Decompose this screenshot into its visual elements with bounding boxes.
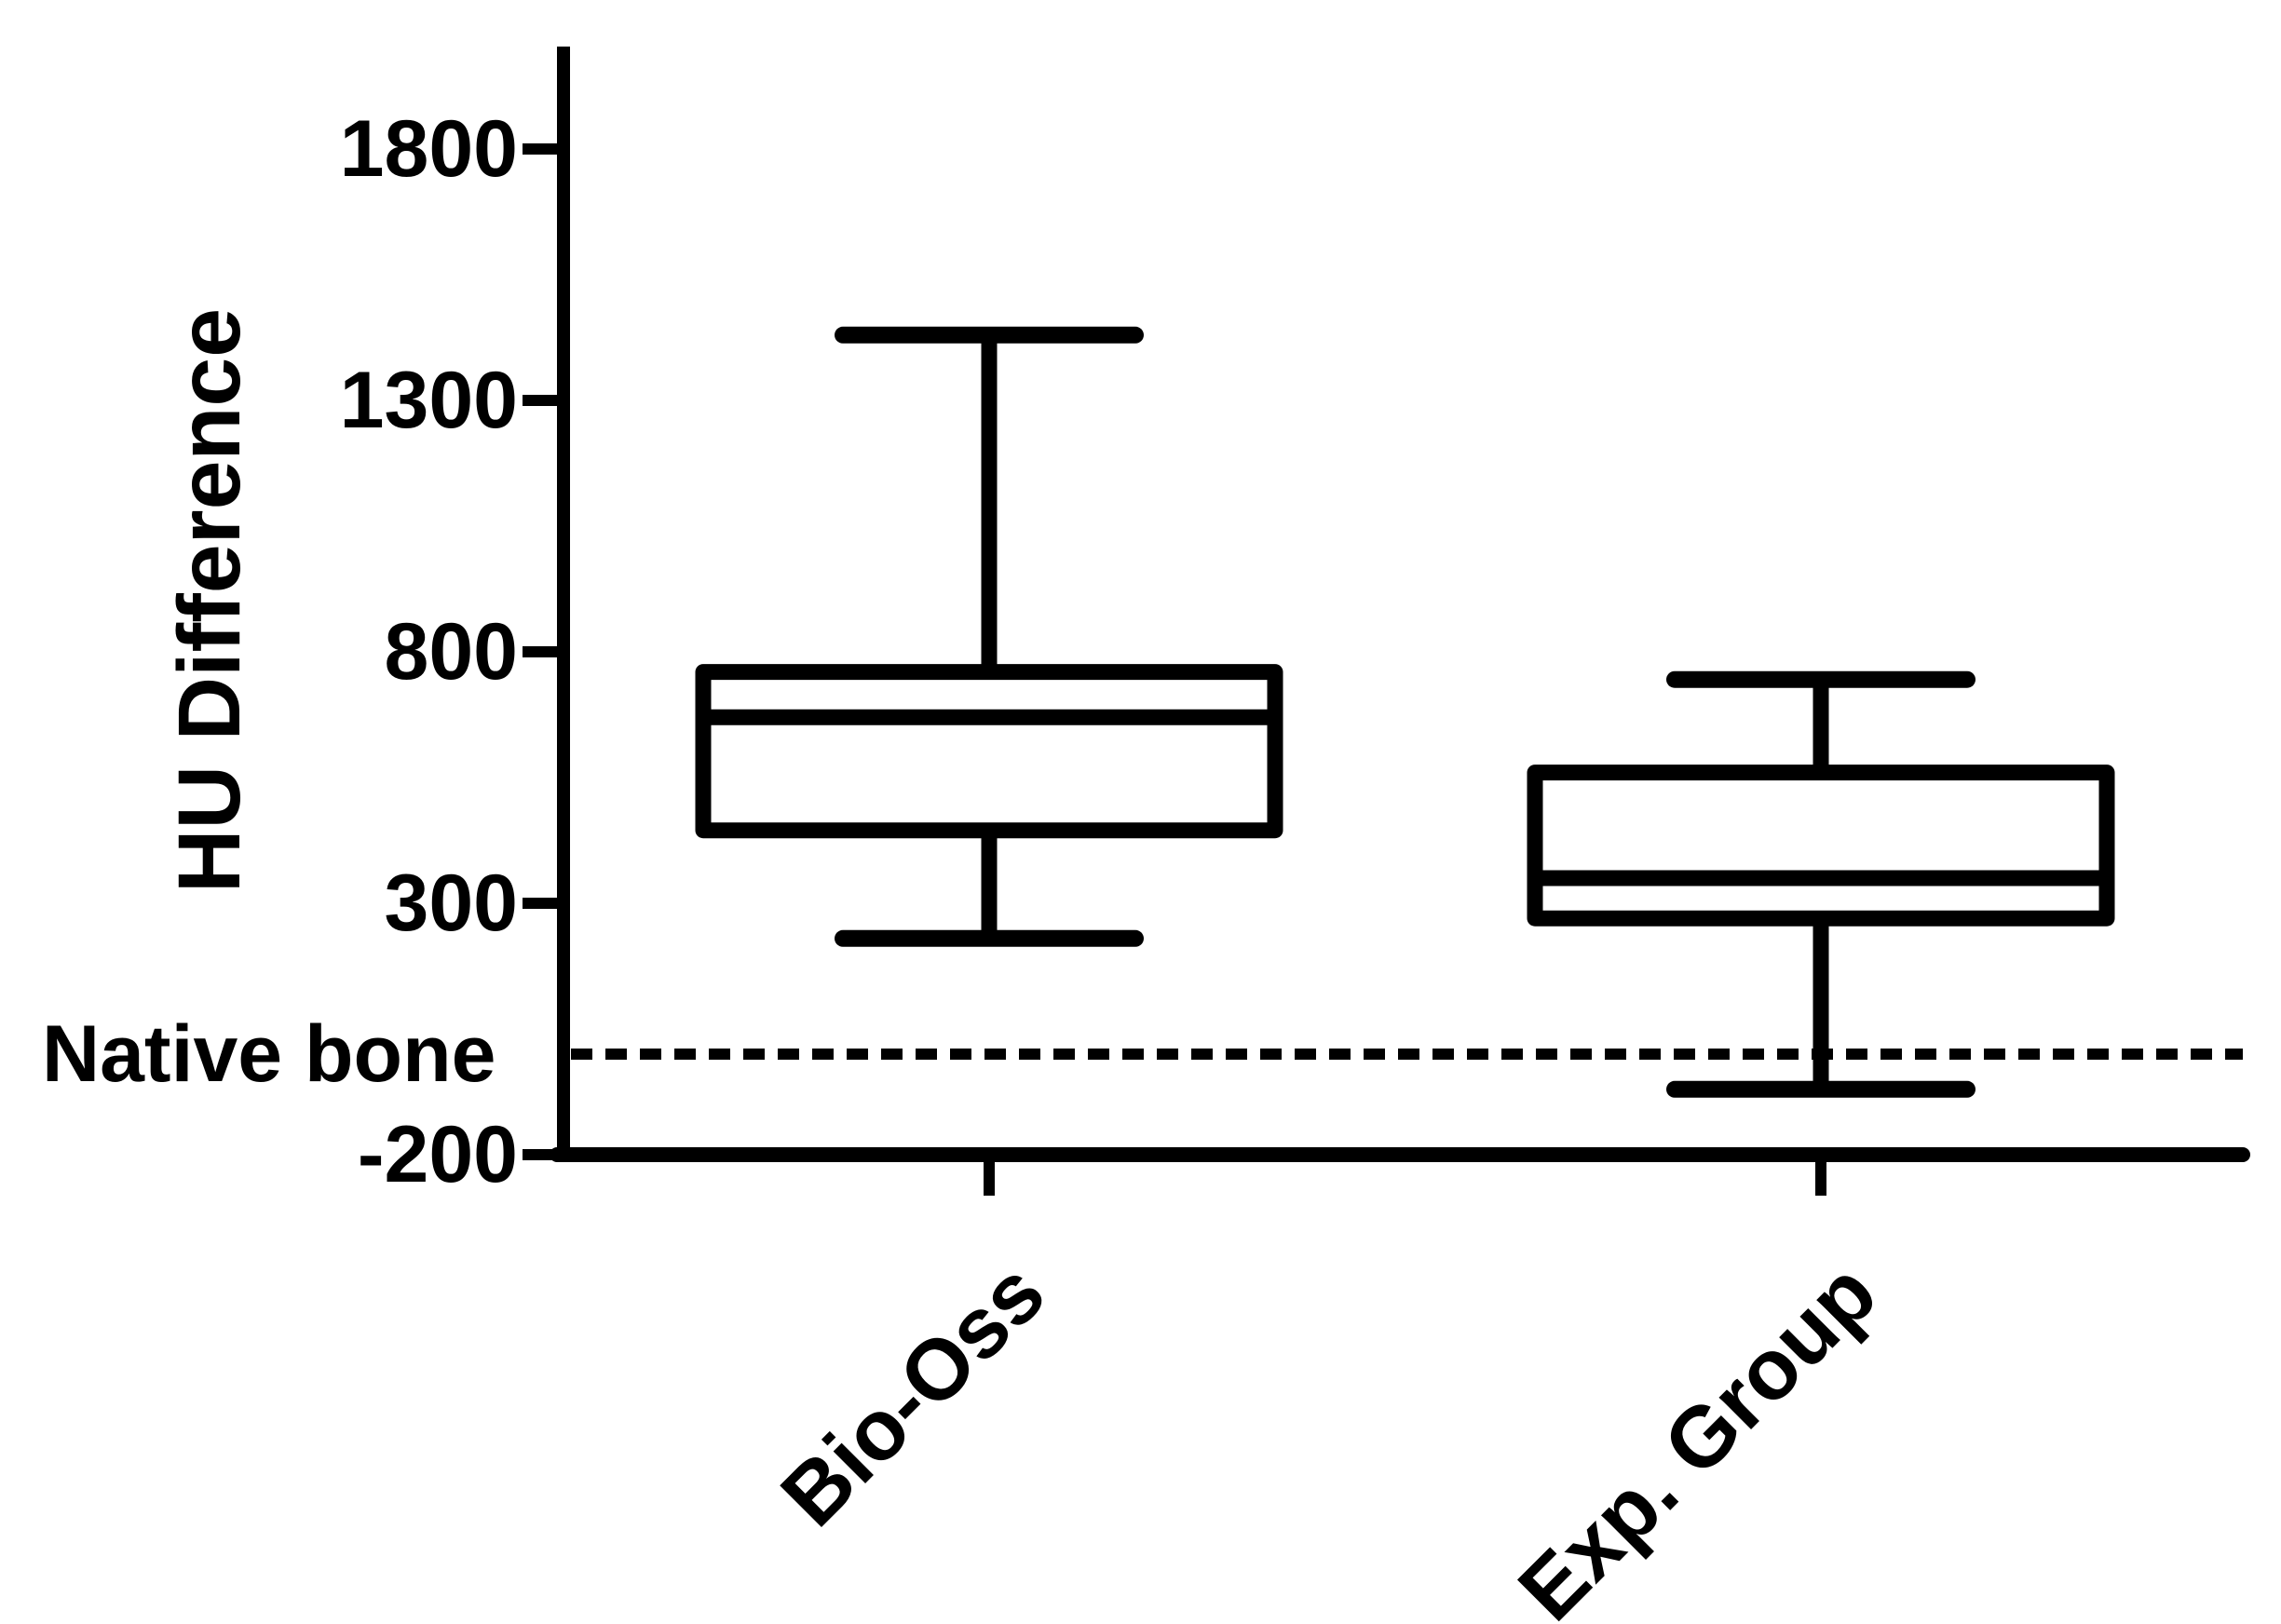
y-tick-label-1300: 1300 (339, 356, 518, 445)
reference-line-label: Native bone (42, 1009, 496, 1099)
x-category-label-exp-group: Exp. Group (1500, 1245, 1894, 1624)
iqr-box-exp-group (1527, 765, 2115, 927)
x-category-label-bio-oss: Bio-Oss (764, 1245, 1064, 1545)
y-tick-label-neg200: -200 (357, 1110, 518, 1199)
iqr-box-bio-oss (695, 664, 1283, 839)
y-tick-label-1800: 1800 (339, 104, 518, 194)
y-tick-label-300: 300 (384, 859, 519, 948)
y-tick-label-800: 800 (384, 607, 519, 697)
